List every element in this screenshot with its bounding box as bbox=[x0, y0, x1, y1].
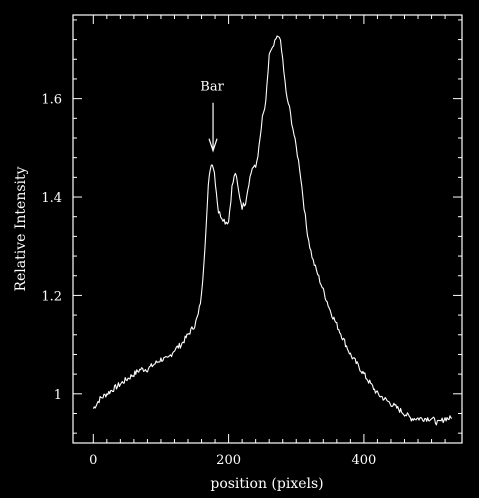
y-tick-label: 1 bbox=[54, 388, 62, 403]
x-tick-label: 200 bbox=[216, 453, 241, 468]
y-tick-label: 1.6 bbox=[41, 93, 62, 108]
y-tick-label: 1.4 bbox=[41, 191, 62, 206]
y-tick-label: 1.2 bbox=[41, 289, 62, 304]
x-axis-label: position (pixels) bbox=[210, 476, 323, 492]
x-tick-label: 0 bbox=[89, 453, 97, 468]
axis-ticks bbox=[73, 15, 462, 443]
down-arrow-icon bbox=[208, 138, 218, 153]
bar-annotation: Bar bbox=[200, 80, 225, 153]
intensity-series-line bbox=[92, 35, 453, 426]
annotation-label: Bar bbox=[200, 80, 224, 95]
y-axis-label: Relative Intensity bbox=[13, 166, 29, 291]
tick-labels: 0 200 400 1 1.2 1.4 1.6 bbox=[41, 93, 376, 468]
plot-frame bbox=[72, 14, 463, 444]
x-tick-label: 400 bbox=[351, 453, 376, 468]
